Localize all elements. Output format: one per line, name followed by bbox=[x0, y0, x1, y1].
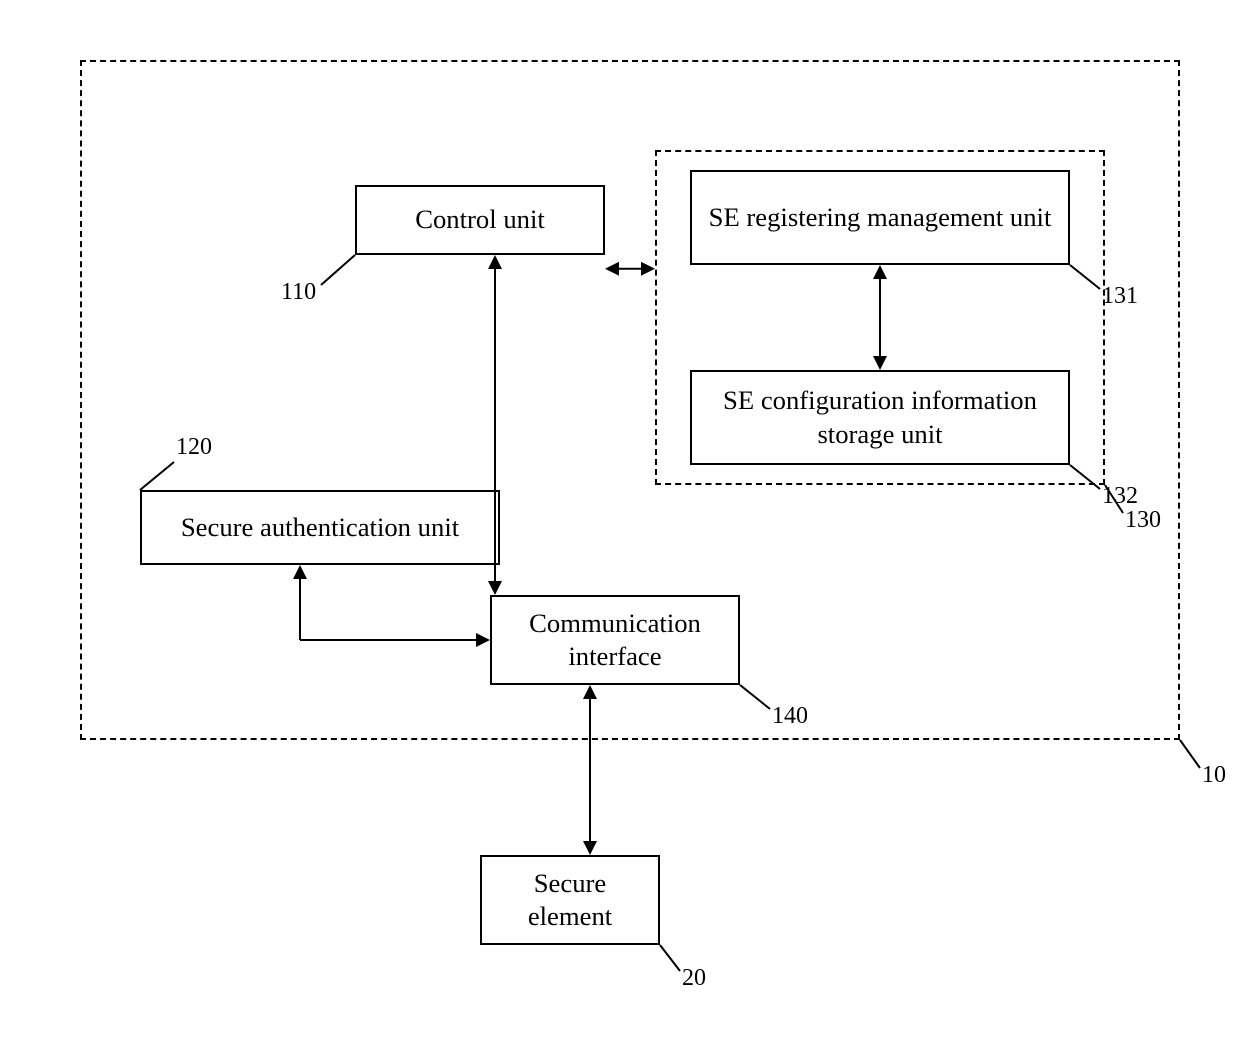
ref-label-se_reg: 131 bbox=[1102, 283, 1138, 310]
node-auth: Secure authentication unit bbox=[140, 490, 500, 565]
ref-label-secure_el: 20 bbox=[682, 965, 706, 992]
node-control: Control unit bbox=[355, 185, 605, 255]
ref-label-comm: 140 bbox=[772, 703, 808, 730]
node-control-label: Control unit bbox=[415, 203, 545, 236]
ref-label-auth: 120 bbox=[176, 434, 212, 461]
node-se_reg-label: SE registering management unit bbox=[709, 201, 1052, 234]
node-auth-label: Secure authentication unit bbox=[181, 511, 459, 544]
ref-label-se_group: 130 bbox=[1125, 507, 1161, 534]
node-comm: Communication interface bbox=[490, 595, 740, 685]
node-secure_el-label: Secure element bbox=[492, 867, 648, 934]
node-comm-label: Communication interface bbox=[502, 607, 728, 674]
ref-label-control: 110 bbox=[281, 279, 316, 306]
node-se_cfg: SE configuration information storage uni… bbox=[690, 370, 1070, 465]
ref-label-se_cfg: 132 bbox=[1102, 483, 1138, 510]
node-se_cfg-label: SE configuration information storage uni… bbox=[702, 384, 1058, 451]
node-secure_el: Secure element bbox=[480, 855, 660, 945]
ref-label-outer: 10 bbox=[1202, 762, 1226, 789]
node-se_reg: SE registering management unit bbox=[690, 170, 1070, 265]
diagram-stage: Control unit SE registering management un… bbox=[0, 0, 1240, 1042]
